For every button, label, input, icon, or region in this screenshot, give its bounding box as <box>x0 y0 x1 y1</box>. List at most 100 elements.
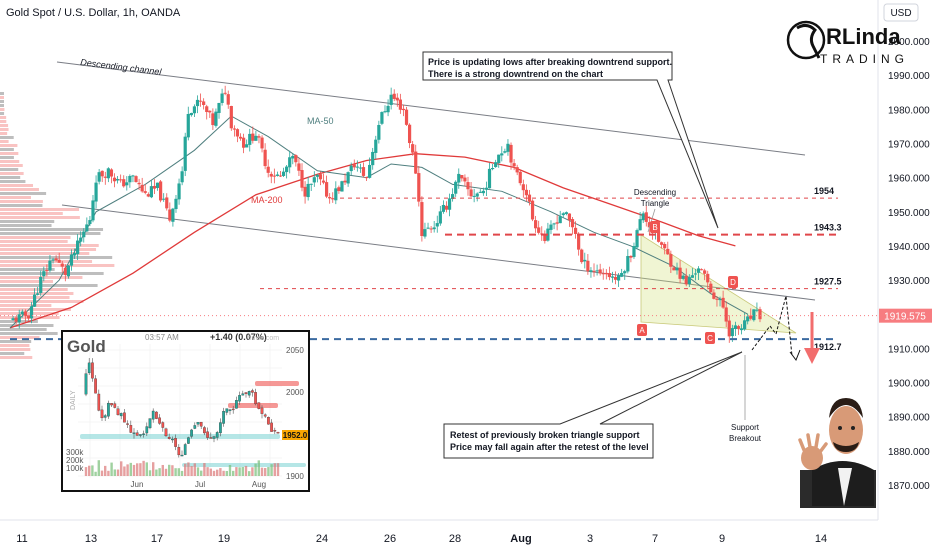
volume-profile-bar <box>0 240 68 243</box>
time-axis[interactable]: 11 13 17 19 24 26 28 Aug 3 7 9 14 <box>0 519 878 545</box>
candle-body <box>155 182 160 188</box>
currency-button[interactable] <box>883 3 919 22</box>
volume-profile-bar <box>0 288 68 291</box>
inset-candle-body <box>123 412 126 423</box>
inset-volume-bar <box>88 465 91 476</box>
candle-body <box>739 328 744 331</box>
inset-volume-bar <box>238 467 241 476</box>
inset-volume-bar <box>260 467 264 476</box>
volume-profile-bar <box>0 180 26 183</box>
candle-body <box>223 92 227 94</box>
candle-body <box>447 198 452 210</box>
candle-body <box>20 311 24 315</box>
candle-body <box>275 174 280 176</box>
support-label-line2: Breakout <box>729 434 762 443</box>
inset-x-tick: Aug <box>252 480 266 489</box>
candle-body <box>601 273 605 275</box>
candle-body <box>687 277 691 285</box>
candle-body <box>29 306 34 319</box>
candle-body <box>534 220 538 229</box>
candle-body <box>149 186 153 198</box>
inset-resistance-band <box>255 381 299 386</box>
candle-body <box>186 114 190 138</box>
inset-candle-body <box>103 415 107 418</box>
candle-body <box>349 165 353 172</box>
inset-volume-bar <box>267 467 270 476</box>
volume-profile-bar <box>0 324 54 327</box>
candle-body <box>51 259 55 261</box>
candle-body <box>334 188 338 201</box>
currency-label: USD <box>890 8 911 19</box>
candle-body <box>647 222 651 228</box>
candle-body <box>189 112 193 116</box>
inset-candle-body <box>87 362 91 374</box>
inset-candle-body <box>116 408 120 415</box>
inset-volume-bar <box>235 467 238 476</box>
symbol-title: Gold Spot / U.S. Dollar, 1h, OANDA <box>6 7 181 19</box>
inset-candle-body <box>177 447 181 456</box>
inset-volume-bar <box>190 466 193 476</box>
candle-body <box>45 270 49 272</box>
candle-body <box>66 265 71 277</box>
candle-body <box>217 102 221 113</box>
candle-body <box>475 193 479 197</box>
y-tick-label: 1870.000 <box>888 481 930 492</box>
inset-candle-body <box>241 393 245 396</box>
candle-body <box>411 144 415 153</box>
candle-body <box>103 176 107 178</box>
candle-body <box>242 137 246 148</box>
point-label-D: D <box>730 278 736 287</box>
inset-candle-body <box>209 437 213 439</box>
inset-volume-tick: 100k <box>66 464 84 473</box>
candle-body <box>100 170 104 177</box>
inset-timestamp: 03:57 AM <box>145 333 179 342</box>
candle-body <box>254 135 258 141</box>
candle-body <box>500 153 504 156</box>
channel-upper-line <box>56 61 806 156</box>
inset-volume-bar <box>209 468 212 476</box>
volume-profile-bar <box>0 100 4 103</box>
candlestick-series <box>11 85 762 343</box>
candle-body <box>426 227 430 229</box>
candle-body <box>484 187 489 190</box>
candle-body <box>232 128 236 130</box>
price-axis[interactable]: USD 2000.000 1990.000 1980.000 1970.000 1960… <box>877 0 932 550</box>
x-tick-label: 3 <box>587 533 593 545</box>
candle-body <box>506 143 510 152</box>
inset-volume-bar <box>222 470 225 476</box>
bottom-callout-line1: Retest of previously broken triangle sup… <box>450 430 640 440</box>
last-price-badge <box>879 308 932 323</box>
bottom-callout-box <box>443 351 743 459</box>
inset-candle-body <box>219 422 222 434</box>
ma-200-label: MA-200 <box>251 195 283 205</box>
inset-volume-bar <box>126 464 129 476</box>
inset-candle-body <box>231 408 235 411</box>
candle-body <box>712 292 716 299</box>
candle-body <box>331 198 335 200</box>
candle-body <box>515 167 519 173</box>
brand-logo: RLinda TRADING <box>786 20 904 66</box>
volume-profile-bar <box>0 252 90 255</box>
candle-body <box>441 204 446 212</box>
volume-profile-bar <box>0 208 80 211</box>
candle-body <box>257 136 261 138</box>
inset-candle-body <box>107 402 110 417</box>
inset-candle-body <box>167 436 171 439</box>
inset-candle-body <box>145 426 149 434</box>
x-tick-label: Aug <box>510 533 531 545</box>
candle-body <box>143 191 147 193</box>
candle-body <box>226 94 230 105</box>
candle-body <box>577 233 581 250</box>
inset-x-tick: Jun <box>131 480 144 489</box>
volume-profile-bar <box>0 160 20 163</box>
volume-profile-bar <box>0 132 8 135</box>
volume-profile-bar <box>0 284 98 287</box>
volume-profile-bar <box>0 136 14 139</box>
inset-candle-body <box>94 378 97 394</box>
inset-candle-body <box>148 418 152 429</box>
inset-volume-bar <box>219 468 222 476</box>
inset-volume-bar <box>257 460 260 476</box>
candle-body <box>91 200 95 221</box>
candle-body <box>134 176 138 183</box>
